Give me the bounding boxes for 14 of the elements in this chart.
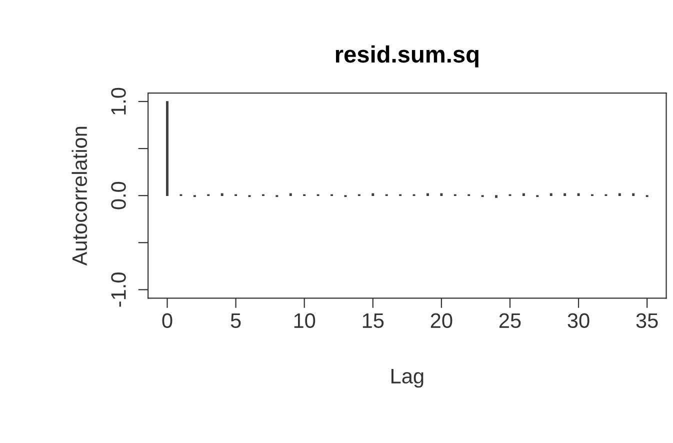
x-tick-label: 35 bbox=[636, 313, 658, 328]
x-tick-label: 0 bbox=[162, 313, 172, 328]
x-axis-title: Lag bbox=[391, 369, 424, 388]
x-tick-label: 20 bbox=[430, 313, 452, 328]
x-tick-label: 25 bbox=[499, 313, 521, 328]
x-tick-label: 15 bbox=[362, 313, 384, 328]
y-tick-label: 0.0 bbox=[111, 182, 126, 210]
x-tick-label: 5 bbox=[230, 313, 241, 328]
x-tick-label: 10 bbox=[294, 313, 316, 328]
chart-title: resid.sum.sq bbox=[336, 45, 478, 68]
y-tick-label: -1.0 bbox=[111, 272, 126, 307]
y-tick-label: 1.0 bbox=[111, 88, 126, 114]
y-axis-title: Autocorrelation bbox=[72, 126, 88, 266]
x-tick-label: 30 bbox=[568, 313, 590, 328]
